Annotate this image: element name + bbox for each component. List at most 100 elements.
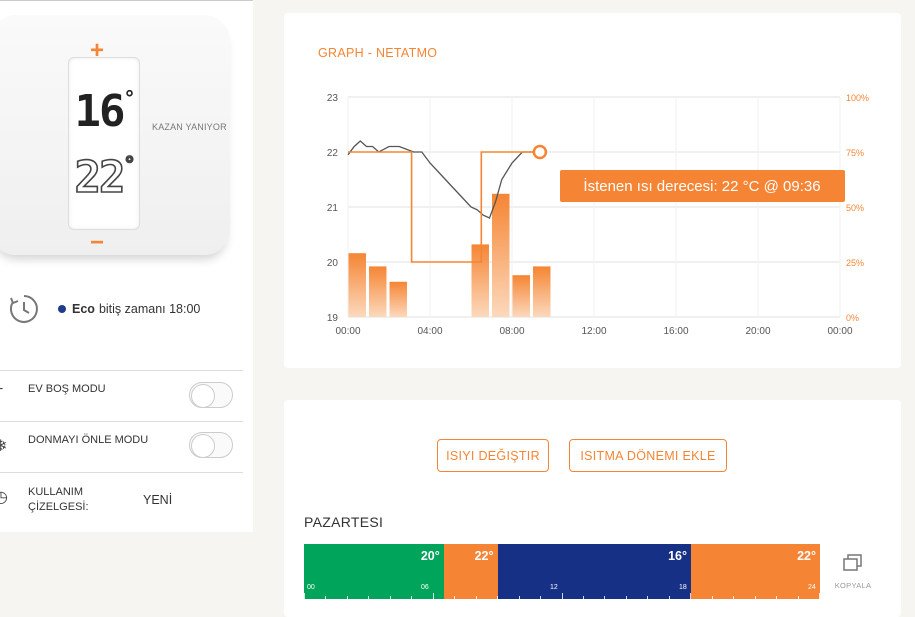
hour-label: 18 bbox=[679, 584, 687, 591]
heating-bar bbox=[389, 281, 407, 317]
hour-tick bbox=[432, 593, 434, 599]
hour-tick bbox=[733, 596, 735, 599]
hour-tick bbox=[325, 596, 327, 599]
current-point-marker bbox=[532, 144, 548, 160]
current-temperature: 16° bbox=[74, 86, 135, 137]
x-tick-label: 00:00 bbox=[827, 326, 852, 337]
schedule-segment[interactable]: 22° bbox=[691, 544, 820, 599]
hour-tick bbox=[411, 596, 413, 599]
heating-bar bbox=[512, 275, 530, 317]
hour-scale: 00 06 12 18 24 bbox=[304, 582, 820, 599]
tooltip-text: İstenen ısı derecesi: 22 °C @ 09:36 bbox=[583, 177, 820, 195]
away-mode-row: ⌐ EV BOŞ MODU bbox=[0, 370, 243, 421]
hour-tick bbox=[475, 596, 477, 599]
segment-temperature: 22° bbox=[474, 549, 494, 563]
hour-tick bbox=[797, 596, 799, 599]
copy-button[interactable]: KOPYALA bbox=[833, 554, 873, 590]
schedule-segment[interactable]: 20° bbox=[304, 544, 444, 599]
y-tick-label: 22 bbox=[327, 148, 339, 159]
hour-tick bbox=[497, 596, 499, 599]
x-tick-label: 20:00 bbox=[745, 326, 770, 337]
x-tick-label: 04:00 bbox=[417, 326, 442, 337]
y2-tick-label: 0% bbox=[846, 313, 859, 323]
y-tick-label: 19 bbox=[327, 313, 339, 324]
frost-guard-label: DONMAYI ÖNLE MODU bbox=[28, 434, 149, 446]
hour-label: 12 bbox=[550, 584, 558, 591]
x-tick-label: 12:00 bbox=[581, 326, 606, 337]
away-mode-label: EV BOŞ MODU bbox=[28, 383, 106, 395]
thermostat-panel: + 16° 22° − KAZAN YANIYOR Eco bitiş zama… bbox=[0, 0, 253, 532]
eco-status-row[interactable]: Eco bitiş zamanı 18:00 bbox=[8, 293, 200, 325]
hour-tick bbox=[668, 596, 670, 599]
schedule-icon: ◷ bbox=[0, 489, 8, 506]
hour-tick bbox=[690, 593, 692, 599]
hour-tick bbox=[561, 593, 563, 599]
y2-tick-label: 25% bbox=[846, 258, 864, 268]
change-temp-button[interactable]: ISIYI DEĞIŞTIR bbox=[437, 439, 549, 472]
thermostat-device: + 16° 22° − bbox=[0, 15, 230, 256]
hour-tick bbox=[647, 596, 649, 599]
hour-label: 06 bbox=[421, 584, 429, 591]
y2-tick-label: 75% bbox=[846, 148, 864, 158]
copy-icon bbox=[843, 554, 862, 571]
y-tick-label: 21 bbox=[327, 203, 339, 214]
tooltip-box bbox=[560, 170, 845, 202]
schedule-value: YENİ bbox=[143, 493, 173, 507]
add-heating-period-button[interactable]: ISITMA DÖNEMI EKLE bbox=[569, 439, 727, 472]
hour-tick bbox=[776, 596, 778, 599]
hour-tick bbox=[454, 596, 456, 599]
heating-bar bbox=[348, 253, 366, 317]
x-tick-label: 00:00 bbox=[335, 326, 360, 337]
hour-tick bbox=[540, 596, 542, 599]
schedule-bar[interactable]: 20° 22° 16° 22° 00 06 12 18 24 bbox=[304, 544, 820, 599]
eco-label: Eco bbox=[72, 302, 95, 316]
frost-guard-row: ❄ DONMAYI ÖNLE MODU bbox=[0, 421, 243, 472]
schedule-segment[interactable]: 22° bbox=[443, 544, 498, 599]
away-icon: ⌐ bbox=[0, 381, 3, 399]
copy-label: KOPYALA bbox=[834, 581, 872, 590]
thermostat-screen: 16° 22° bbox=[68, 57, 140, 230]
segment-temperature: 20° bbox=[420, 549, 440, 563]
schedule-label: KULLANIM ÇİZELGESİ: bbox=[28, 486, 89, 513]
eco-dot-icon bbox=[58, 305, 66, 313]
schedule-card: ISIYI DEĞIŞTIR ISITMA DÖNEMI EKLE PAZART… bbox=[284, 400, 901, 617]
away-mode-toggle[interactable] bbox=[189, 382, 233, 408]
temperature-chart[interactable]: 19 20 21 22 23 0% 25% 50% 75% 100% 00:00 04:00 08:00… bbox=[284, 13, 901, 368]
schedule-row[interactable]: ◷ KULLANIM ÇİZELGESİ: YENİ bbox=[0, 472, 243, 533]
snowflake-icon: ❄ bbox=[0, 438, 8, 455]
hour-label: 00 bbox=[307, 584, 315, 591]
hour-tick bbox=[304, 593, 305, 599]
decrease-temp-button[interactable]: − bbox=[90, 229, 105, 256]
hour-tick bbox=[819, 593, 820, 599]
segment-temperature: 22° bbox=[797, 549, 816, 563]
heating-bar bbox=[492, 193, 510, 317]
hour-tick bbox=[368, 596, 370, 599]
graph-title: GRAPH - NETATMO bbox=[318, 46, 438, 60]
set-temperature: 22° bbox=[74, 151, 137, 204]
eco-end-time: bitiş zamanı 18:00 bbox=[98, 302, 201, 316]
boiler-status: KAZAN YANIYOR bbox=[152, 122, 227, 132]
hour-tick bbox=[582, 596, 584, 599]
setpoint-line bbox=[348, 151, 540, 263]
x-tick-label: 16:00 bbox=[663, 326, 688, 337]
hour-tick bbox=[346, 596, 348, 599]
y2-tick-label: 50% bbox=[846, 203, 864, 213]
measured-temp-line bbox=[347, 140, 540, 219]
y-tick-label: 20 bbox=[327, 258, 339, 269]
x-tick-label: 08:00 bbox=[499, 326, 524, 337]
heating-bar bbox=[471, 244, 489, 317]
day-label: PAZARTESI bbox=[304, 514, 384, 530]
clock-icon bbox=[10, 295, 38, 323]
hour-tick bbox=[625, 596, 627, 599]
heating-bar bbox=[369, 266, 387, 317]
frost-guard-toggle[interactable] bbox=[189, 432, 233, 458]
y2-tick-label: 100% bbox=[846, 93, 869, 103]
hour-label: 24 bbox=[808, 584, 816, 591]
schedule-segment[interactable]: 16° bbox=[497, 544, 691, 599]
segment-temperature: 16° bbox=[668, 549, 687, 563]
hour-tick bbox=[711, 596, 713, 599]
hour-tick bbox=[604, 596, 606, 599]
graph-card: GRAPH - NETATMO 19 20 21 22 23 0% 25% 50% 75% 100… bbox=[284, 13, 901, 368]
hour-tick bbox=[754, 596, 756, 599]
y-tick-label: 23 bbox=[327, 93, 339, 104]
